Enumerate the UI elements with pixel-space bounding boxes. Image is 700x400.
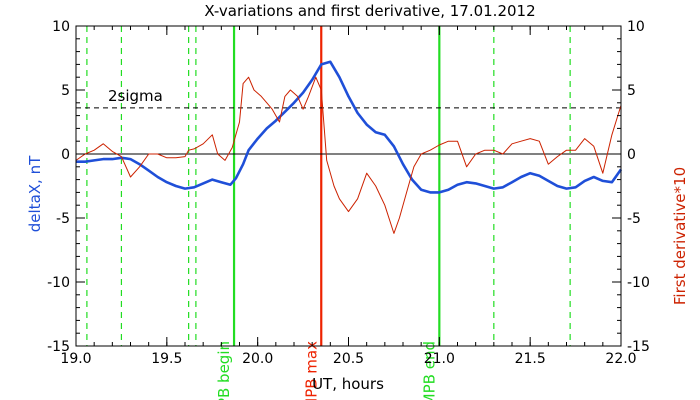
x-tick-label: 22.0: [605, 351, 636, 367]
x-tick-label: 20.0: [242, 351, 273, 367]
y-axis-label-right: First derivative*10: [671, 167, 689, 305]
y-tick-label-right: 5: [627, 83, 636, 99]
x-tick-label: 19.0: [60, 351, 91, 367]
y-tick-label-right: 10: [627, 19, 645, 35]
mpb-label: MPB begin: [215, 341, 233, 400]
series-line-derivative: [75, 76, 622, 234]
labels: X-variations and first derivative, 17.01…: [26, 2, 689, 393]
reference-lines: [76, 107, 621, 155]
x-tick-label: 21.0: [424, 351, 455, 367]
axes: 19.0 19.5 20.0 20.5 21.0 21.5 22.0-15 -15-10 -10…: [47, 19, 650, 367]
y-axis-label-left: deltaX, nT: [26, 155, 44, 232]
y-tick-label-right: 0: [627, 147, 636, 163]
x-tick-label: 20.5: [333, 351, 364, 367]
series-layer: [75, 60, 623, 234]
y-tick-label-left: -15: [47, 339, 70, 355]
y-tick-label-left: 0: [61, 147, 70, 163]
x-tick-label: 21.5: [515, 351, 546, 367]
y-tick-label-left: 10: [52, 19, 70, 35]
y-tick-label-right: -5: [627, 211, 641, 227]
sigma-label: 2sigma: [108, 87, 163, 105]
marker-lines: MPB begin MPB max MPB end: [86, 26, 571, 400]
x-axis-label: UT, hours: [312, 375, 384, 393]
y-tick-label-left: -5: [56, 211, 70, 227]
y-tick-label-left: 5: [61, 83, 70, 99]
x-tick-label: 19.5: [151, 351, 182, 367]
mpb-label: MPB max: [302, 341, 320, 400]
chart-title: X-variations and first derivative, 17.01…: [204, 2, 535, 20]
y-tick-label-right: -15: [627, 339, 650, 355]
plot-frame: [75, 25, 622, 347]
y-tick-label-right: -10: [627, 275, 650, 291]
y-tick-label-left: -10: [47, 275, 70, 291]
series-line-deltax: [76, 60, 623, 194]
mpb-label: MPB end: [420, 341, 438, 400]
